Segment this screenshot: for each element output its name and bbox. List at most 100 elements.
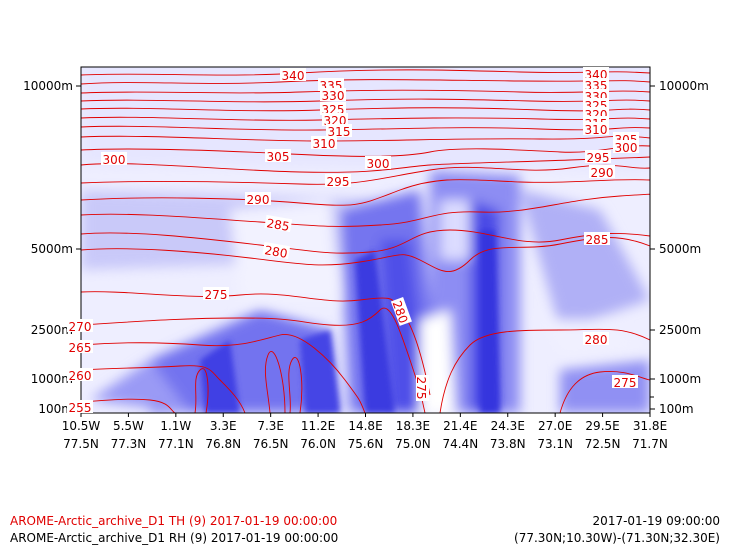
contour-label-text: 285: [586, 233, 609, 247]
x-tick-label-lat: 71.7N: [632, 437, 668, 451]
contour-label-340: 340: [280, 68, 306, 83]
x-tick-label-lon: 7.3E: [257, 419, 284, 433]
contour-label-bg: [203, 287, 229, 300]
contour-label-295: 295: [585, 150, 611, 165]
x-tick-label-lat: 75.6N: [348, 437, 384, 451]
x-tick-label-lon: 31.8E: [633, 419, 667, 433]
y-tick-label-left: 100m: [38, 402, 73, 416]
x-tick-label-lat: 77.5N: [63, 437, 99, 451]
contour-label-text: 275: [614, 376, 637, 390]
y-tick-label-left: 5000m: [31, 242, 73, 256]
contour-label-text: 305: [267, 150, 290, 164]
x-axis: 10.5W 77.5N 5.5W 77.3N 1.1W 77.1N 3.3E 76.8N 7.3…: [62, 413, 668, 451]
y-tick-label-right: 2500m: [659, 323, 701, 337]
contour-label-265: 265: [67, 340, 93, 355]
x-tick-label-lon: 10.5W: [62, 419, 101, 433]
contour-label-bg: [390, 297, 412, 326]
contour-label-bg: [101, 152, 127, 165]
x-tick-label-lat: 73.1N: [537, 437, 573, 451]
x-tick-label-lat: 75.0N: [395, 437, 431, 451]
contour-label-text: 280: [585, 333, 608, 347]
contour-label-text: 275: [205, 288, 228, 302]
y-tick-label-right: 10000m: [659, 79, 709, 93]
x-tick-label-lon: 27.0E: [538, 419, 572, 433]
y-tick-label-left: 2500m: [31, 323, 73, 337]
contour-label-text: 310: [585, 123, 608, 137]
x-tick-label-lat: 76.0N: [300, 437, 336, 451]
y-tick-label-right: 5000m: [659, 242, 701, 256]
x-tick-label-lon: 11.2E: [301, 419, 335, 433]
contour-label-260: 260: [67, 368, 93, 383]
contour-label-300: 300: [365, 156, 391, 171]
contour-label-text: 300: [103, 153, 126, 167]
contour-label-270: 270: [67, 319, 93, 334]
x-tick-label-lat: 77.3N: [111, 437, 147, 451]
contour-label-300: 300: [613, 140, 639, 155]
contour-label-255: 255: [67, 400, 93, 415]
contour-label-330: 330: [320, 88, 346, 103]
contour-label-bg: [320, 88, 346, 101]
footer-valid-time: 2017-01-19 09:00:00: [592, 514, 720, 528]
y-tick-label-left: 10000m: [23, 79, 73, 93]
x-tick-label-lat: 77.1N: [158, 437, 194, 451]
contour-label-text: 260: [69, 369, 92, 383]
contour-label-bg: [416, 375, 429, 401]
contour-label-text: 310: [313, 137, 336, 151]
y-axis-left: 100m 1000m 2500m 5000m 10000m: [23, 79, 81, 416]
contour-label-bg: [326, 124, 352, 137]
contour-label-bg: [613, 140, 639, 153]
y-axis-right: 100m 1000m 2500m 5000m 10000m: [650, 79, 709, 416]
x-tick-label-lon: 18.3E: [396, 419, 430, 433]
contour-label-text: 270: [69, 320, 92, 334]
y-tick-label-right: 1000m: [659, 372, 701, 386]
x-tick-label-lon: 24.3E: [491, 419, 525, 433]
contour-label-290: 290: [245, 192, 271, 207]
contour-label-bg: [583, 67, 609, 80]
footer-th-line: AROME-Arctic_archive_D1 TH (9) 2017-01-1…: [10, 514, 338, 528]
y-tick-label-right: 100m: [659, 402, 694, 416]
x-tick-label-lon: 29.5E: [585, 419, 619, 433]
contour-label-bg: [67, 400, 93, 413]
contour-label-280: 280: [583, 332, 609, 347]
x-tick-label-lat: 72.5N: [585, 437, 621, 451]
contour-label-text: 265: [69, 341, 92, 355]
contour-label-bg: [612, 375, 638, 388]
footer-section-coords: (77.30N;10.30W)-(71.30N;32.30E): [514, 531, 720, 545]
contour-label-bg: [264, 214, 293, 233]
contour-label-text: 330: [322, 89, 345, 103]
contour-label-bg: [325, 174, 351, 187]
contour-label-bg: [311, 136, 337, 149]
footer-rh-line: AROME-Arctic_archive_D1 RH (9) 2017-01-1…: [10, 531, 339, 545]
contour-label-295: 295: [325, 174, 351, 189]
contour-label-bg: [585, 150, 611, 163]
contour-label-text: 280: [264, 243, 289, 261]
contour-label-275: 275: [414, 375, 429, 401]
contour-label-text: 300: [615, 141, 638, 155]
contour-label-280: 280: [262, 241, 291, 261]
contour-label-bg: [583, 122, 609, 135]
contour-label-bg: [318, 78, 344, 91]
contour-label-275: 275: [203, 287, 229, 302]
contour-label-300: 300: [101, 152, 127, 167]
x-tick-label-lat: 76.5N: [253, 437, 289, 451]
contour-label-text: 290: [591, 166, 614, 180]
contour-label-bg: [583, 78, 609, 91]
x-tick-label-lon: 1.1W: [160, 419, 191, 433]
contour-label-275: 275: [612, 375, 638, 390]
x-tick-label-lon: 3.3E: [210, 419, 237, 433]
contour-label-text: 300: [367, 157, 390, 171]
x-tick-label-lat: 76.8N: [205, 437, 241, 451]
rh-filled-field: [81, 67, 650, 413]
contour-label-text: 340: [282, 69, 305, 83]
contour-label-bg: [589, 165, 615, 178]
contour-label-text: 295: [327, 175, 350, 189]
contour-label-text: 290: [247, 193, 270, 207]
contour-label-text: 295: [587, 151, 610, 165]
contour-label-bg: [320, 102, 346, 115]
contour-label-text: 275: [414, 377, 428, 400]
contour-label-bg: [584, 232, 610, 245]
x-tick-label-lon: 21.4E: [443, 419, 477, 433]
contour-label-bg: [245, 192, 271, 205]
